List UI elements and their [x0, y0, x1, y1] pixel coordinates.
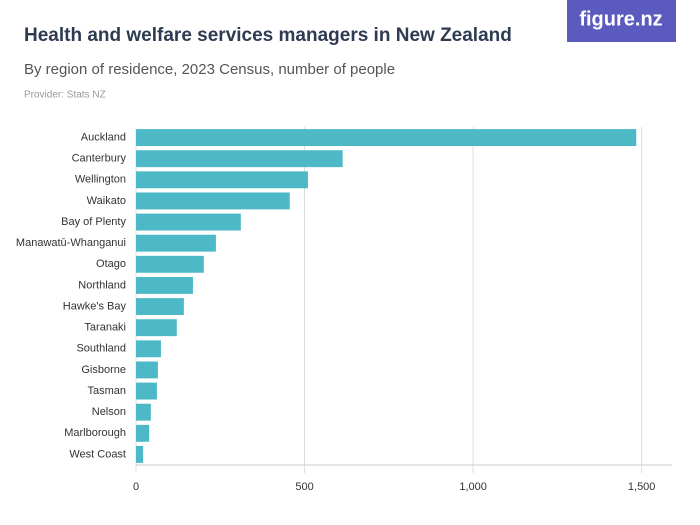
bar	[136, 213, 241, 231]
x-tick-label: 0	[133, 481, 139, 493]
y-tick-label: Manawatū-Whanganui	[16, 237, 126, 249]
chart-title: Health and welfare services managers in …	[24, 25, 512, 46]
x-tick-label: 1,000	[459, 481, 487, 493]
bar	[136, 255, 204, 273]
y-tick-label: Marlborough	[64, 427, 126, 439]
y-tick-label: Otago	[96, 258, 126, 270]
y-tick-label: Auckland	[81, 131, 126, 143]
bar	[136, 361, 158, 379]
y-tick-label: Tasman	[87, 385, 126, 397]
x-tick-label: 1,500	[628, 481, 656, 493]
y-tick-label: Canterbury	[72, 153, 127, 165]
bar	[136, 192, 290, 210]
bar	[136, 298, 184, 316]
bar	[136, 234, 216, 252]
bar	[136, 171, 308, 189]
y-tick-label: Waikato	[87, 195, 126, 207]
y-tick-label: Taranaki	[84, 322, 126, 334]
y-tick-label: Southland	[76, 343, 126, 355]
y-tick-label: Gisborne	[81, 364, 126, 376]
bar	[136, 129, 637, 147]
y-tick-label: Nelson	[92, 406, 126, 418]
provider: Provider: Stats NZ	[24, 90, 106, 101]
y-tick-label: Northland	[78, 279, 126, 291]
y-tick-label: Wellington	[75, 174, 126, 186]
bar	[136, 340, 161, 358]
bar	[136, 150, 343, 168]
y-tick-label: Bay of Plenty	[61, 216, 126, 228]
y-tick-label: West Coast	[69, 448, 126, 460]
bar	[136, 382, 157, 400]
bar	[136, 445, 144, 463]
chart-subtitle: By region of residence, 2023 Census, num…	[24, 61, 395, 78]
logo-box	[567, 0, 676, 42]
bar	[136, 403, 151, 421]
bar	[136, 424, 150, 442]
bar	[136, 276, 193, 294]
logo[interactable]: figure.nz	[579, 8, 662, 30]
x-tick-label: 500	[295, 481, 313, 493]
bar	[136, 319, 177, 337]
y-tick-label: Hawke's Bay	[63, 300, 127, 312]
